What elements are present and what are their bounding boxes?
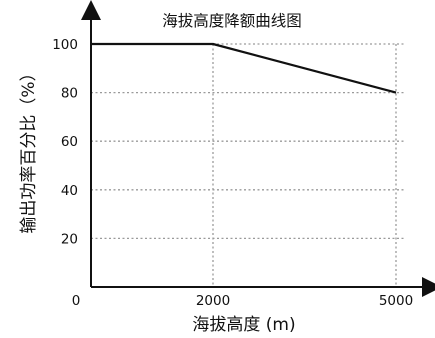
series	[90, 42, 397, 94]
grid	[91, 43, 405, 287]
y-tick-label: 100	[52, 37, 78, 53]
y-tick-label: 40	[61, 183, 78, 199]
y-axis-label: 输出功率百分比（%）	[19, 64, 39, 233]
x-tick-label: 0	[72, 293, 81, 309]
x-axis-label: 海拔高度 (m)	[192, 315, 295, 335]
ticks: 20 40 60 80 100 0 2000 5000	[52, 37, 413, 309]
series-line	[91, 42, 397, 94]
y-tick-label: 60	[61, 134, 78, 150]
x-tick-label: 2000	[196, 293, 230, 309]
x-tick-label: 5000	[379, 293, 413, 309]
y-tick-label: 80	[61, 86, 78, 102]
chart-title: 海拔高度降额曲线图	[162, 12, 302, 30]
y-tick-label: 20	[61, 231, 78, 247]
